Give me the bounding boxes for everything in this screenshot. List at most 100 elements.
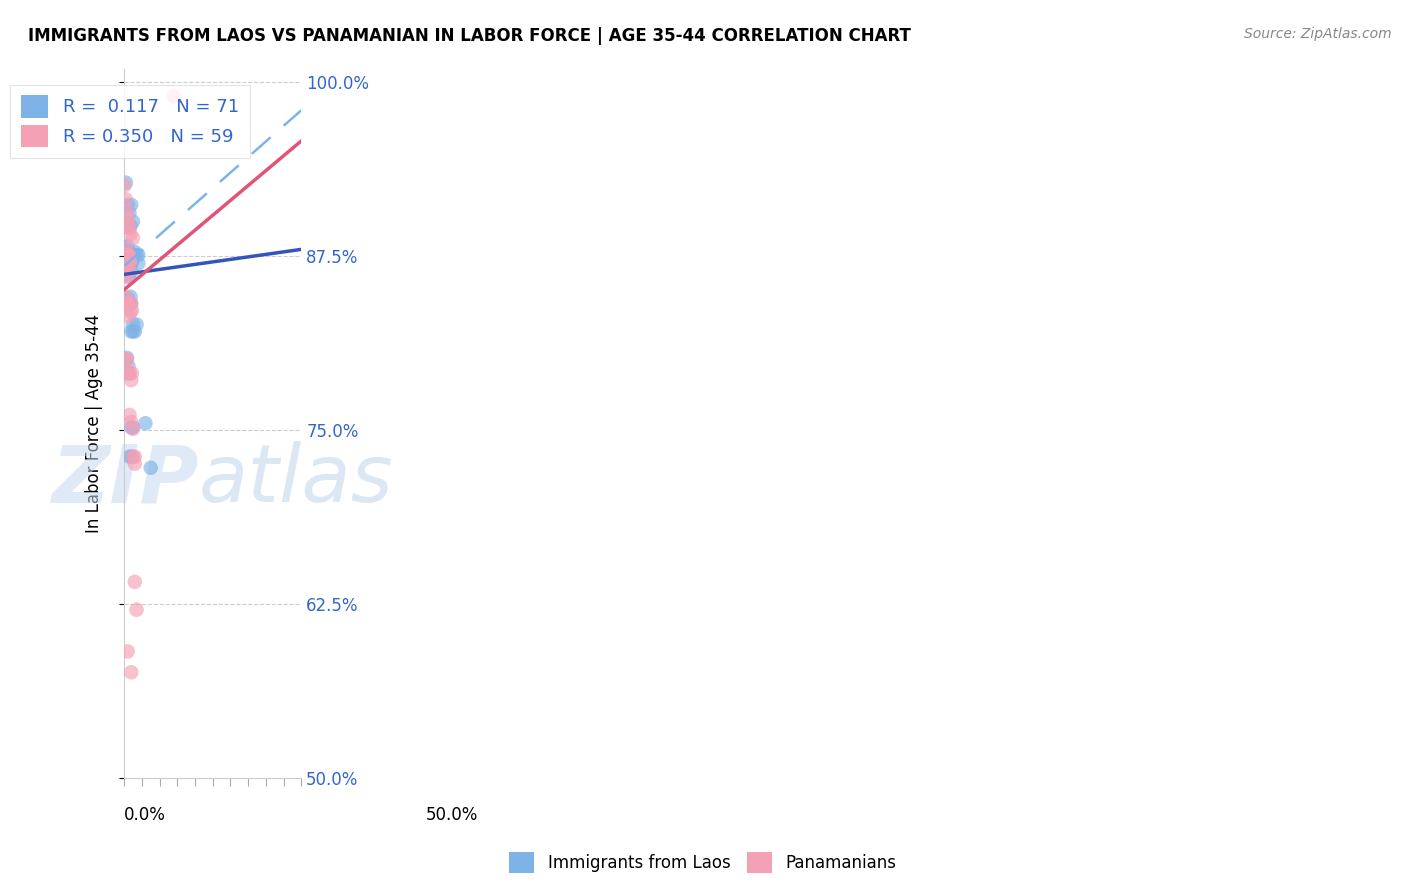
Point — [118, 206, 141, 220]
Point — [114, 256, 136, 270]
Point — [120, 248, 142, 262]
Point — [115, 248, 138, 262]
Point — [115, 176, 138, 190]
Point — [117, 198, 139, 212]
Point — [120, 305, 142, 319]
Point — [115, 248, 138, 262]
Text: atlas: atlas — [198, 441, 394, 519]
Point — [117, 291, 139, 305]
Point — [115, 243, 138, 257]
Point — [124, 325, 146, 339]
Point — [118, 270, 141, 285]
Point — [120, 248, 142, 262]
Point — [115, 263, 138, 277]
Point — [114, 249, 136, 263]
Point — [122, 420, 145, 434]
Point — [117, 255, 139, 269]
Point — [117, 256, 139, 270]
Point — [115, 351, 138, 365]
Point — [120, 256, 142, 270]
Point — [120, 296, 142, 310]
Point — [115, 203, 138, 218]
Point — [121, 450, 143, 464]
Legend: Immigrants from Laos, Panamanians: Immigrants from Laos, Panamanians — [503, 846, 903, 880]
Point — [127, 248, 149, 262]
Point — [118, 255, 141, 269]
Point — [114, 258, 136, 272]
Point — [124, 245, 146, 260]
Point — [115, 248, 138, 262]
Point — [117, 255, 139, 269]
Point — [118, 255, 141, 269]
Point — [122, 231, 145, 245]
Point — [117, 217, 139, 231]
Point — [114, 239, 136, 253]
Text: Source: ZipAtlas.com: Source: ZipAtlas.com — [1244, 27, 1392, 41]
Point — [120, 227, 142, 241]
Point — [115, 295, 138, 310]
Point — [117, 220, 139, 235]
Point — [118, 261, 141, 276]
Point — [118, 366, 141, 380]
Text: IMMIGRANTS FROM LAOS VS PANAMANIAN IN LABOR FORCE | AGE 35-44 CORRELATION CHART: IMMIGRANTS FROM LAOS VS PANAMANIAN IN LA… — [28, 27, 911, 45]
Point — [117, 245, 139, 260]
Point — [117, 359, 139, 374]
Point — [118, 366, 141, 380]
Point — [118, 450, 141, 464]
Point — [122, 450, 145, 464]
Point — [117, 366, 139, 380]
Text: ZIP: ZIP — [51, 441, 198, 519]
Point — [115, 290, 138, 304]
Point — [117, 265, 139, 279]
Point — [163, 89, 186, 103]
Point — [122, 214, 145, 228]
Point — [114, 259, 136, 273]
Point — [118, 248, 141, 262]
Point — [120, 265, 142, 279]
Point — [115, 352, 138, 367]
Point — [115, 352, 138, 367]
Point — [117, 296, 139, 310]
Point — [115, 248, 138, 262]
Point — [124, 450, 146, 464]
Point — [114, 249, 136, 263]
Point — [120, 296, 142, 310]
Point — [118, 296, 141, 310]
Point — [115, 248, 138, 262]
Point — [114, 248, 136, 262]
Point — [115, 253, 138, 268]
Point — [122, 318, 145, 332]
Point — [115, 251, 138, 265]
Point — [125, 248, 148, 262]
Point — [117, 309, 139, 323]
Y-axis label: In Labor Force | Age 35-44: In Labor Force | Age 35-44 — [86, 314, 103, 533]
Legend: R =  0.117   N = 71, R = 0.350   N = 59: R = 0.117 N = 71, R = 0.350 N = 59 — [10, 85, 250, 158]
Point — [117, 255, 139, 269]
Point — [114, 241, 136, 255]
Text: 50.0%: 50.0% — [426, 806, 478, 824]
Point — [117, 644, 139, 658]
Point — [114, 249, 136, 263]
Point — [120, 373, 142, 387]
Point — [139, 460, 162, 475]
Point — [115, 268, 138, 282]
Point — [117, 239, 139, 253]
Point — [115, 192, 138, 206]
Point — [122, 325, 145, 339]
Point — [120, 290, 142, 304]
Point — [120, 420, 142, 434]
Point — [114, 245, 136, 260]
Point — [117, 268, 139, 282]
Point — [120, 665, 142, 680]
Point — [121, 366, 143, 380]
Point — [124, 457, 146, 471]
Point — [120, 325, 142, 339]
Point — [117, 268, 139, 283]
Point — [120, 248, 142, 262]
Point — [118, 256, 141, 270]
Point — [115, 263, 138, 277]
Point — [114, 178, 136, 193]
Point — [118, 221, 141, 235]
Point — [114, 248, 136, 262]
Point — [122, 248, 145, 262]
